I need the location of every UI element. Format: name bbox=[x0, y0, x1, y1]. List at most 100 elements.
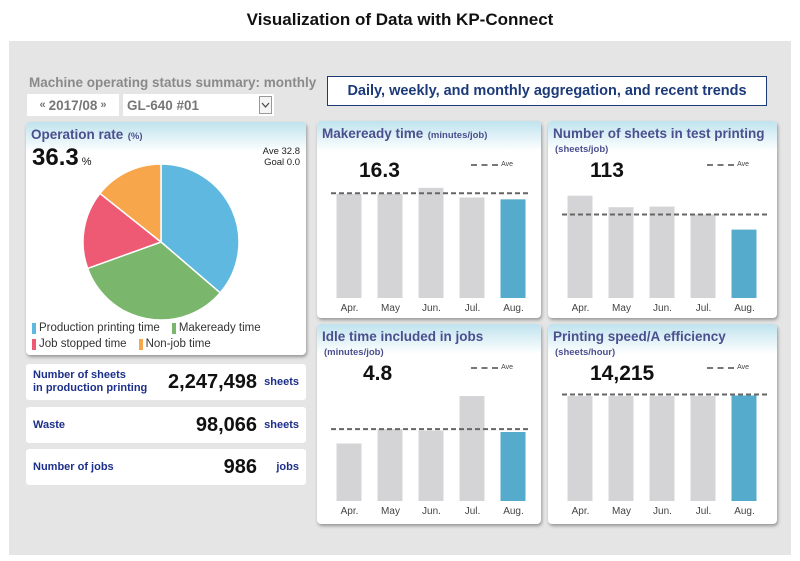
chart-unit: (minutes/job) bbox=[427, 130, 488, 141]
x-tick-label: Apr. bbox=[341, 303, 359, 314]
bar-jul bbox=[459, 396, 485, 501]
bar-aug bbox=[731, 395, 757, 501]
pie-slice-job-stopped-time bbox=[82, 192, 163, 270]
pie-legend: Production printing time Makeready time … bbox=[32, 320, 302, 352]
makeready-bar-chart: Apr. May Jun. Jul. Aug. bbox=[331, 187, 531, 314]
operation-rate-title: Operation rate bbox=[31, 127, 124, 142]
chart-title: Number of sheets in test printing bbox=[553, 126, 765, 141]
stat-unit: sheets bbox=[264, 376, 299, 388]
chevron-down-icon[interactable] bbox=[259, 96, 272, 114]
bar-may bbox=[608, 396, 634, 501]
x-tick-label: Jun. bbox=[422, 506, 441, 517]
chart-current-value: 4.8 bbox=[363, 362, 393, 385]
machine-select[interactable]: GL-640 #01 bbox=[123, 94, 274, 116]
dashed-line-icon bbox=[471, 163, 499, 166]
chart-current-value: 113 bbox=[590, 159, 624, 182]
chart-title: Makeready time bbox=[322, 126, 424, 141]
x-tick-label: Apr. bbox=[572, 506, 590, 517]
stat-card-waste: Waste 98,066 sheets bbox=[26, 407, 306, 443]
operation-rate-meta: Ave 32.8 Goal 0.0 bbox=[263, 146, 300, 168]
stat-label: Waste bbox=[33, 418, 65, 431]
trends-button[interactable]: Daily, weekly, and monthly aggregation, … bbox=[327, 76, 767, 106]
next-month-icon[interactable]: » bbox=[100, 99, 107, 111]
x-tick-label: May bbox=[612, 303, 631, 314]
stat-card-production-sheets: Number of sheets in production printing 2… bbox=[26, 364, 306, 400]
average-legend: Ave bbox=[471, 364, 513, 371]
legend-item-non-job: Non-job time bbox=[138, 338, 211, 350]
dashed-line-icon bbox=[707, 366, 735, 369]
operation-rate-average: Ave 32.8 bbox=[262, 146, 300, 157]
operation-rate-pie-chart bbox=[82, 163, 240, 321]
x-tick-label: Jun. bbox=[653, 506, 672, 517]
bar-apr bbox=[336, 443, 362, 501]
bar-apr bbox=[567, 396, 593, 501]
page-title: Visualization of Data with KP-Connect bbox=[246, 10, 554, 29]
chart-unit: (minutes/job) bbox=[324, 347, 384, 358]
bar-jul bbox=[690, 396, 716, 501]
printing-speed-card: Printing speed/A efficiency (sheets/hour… bbox=[548, 324, 777, 524]
dashed-line-icon bbox=[707, 163, 735, 166]
average-legend: Ave bbox=[471, 161, 513, 168]
stat-label: Number of sheets in production printing bbox=[33, 369, 148, 394]
stat-value: 98,066 bbox=[195, 413, 257, 436]
bar-jun bbox=[649, 206, 675, 298]
legend-item-job-stopped: Job stopped time bbox=[32, 338, 127, 350]
bar-apr bbox=[336, 193, 362, 298]
chart-current-value: 14,215 bbox=[590, 362, 655, 385]
x-tick-label: Aug. bbox=[503, 303, 524, 314]
bar-jun bbox=[418, 430, 444, 501]
bar-aug bbox=[500, 199, 526, 298]
machine-select-value: GL-640 #01 bbox=[127, 97, 200, 113]
chart-unit: (sheets/hour) bbox=[555, 347, 616, 358]
bar-jul bbox=[690, 214, 716, 298]
operation-rate-goal: Goal 0.0 bbox=[264, 157, 300, 168]
bar-aug bbox=[500, 432, 526, 501]
x-tick-label: Jul. bbox=[465, 506, 481, 517]
legend-swatch bbox=[32, 338, 36, 350]
test-printing-sheets-card: Number of sheets in test printing (sheet… bbox=[548, 121, 777, 318]
operation-rate-value: 36.3% bbox=[32, 144, 92, 171]
stat-card-jobs: Number of jobs 986 jobs bbox=[26, 449, 306, 485]
x-tick-label: May bbox=[612, 506, 631, 517]
dashed-line-icon bbox=[471, 366, 499, 369]
previous-month-icon[interactable]: « bbox=[39, 99, 46, 111]
x-tick-label: Jul. bbox=[696, 506, 712, 517]
legend-swatch bbox=[171, 322, 176, 334]
x-tick-label: Jul. bbox=[696, 303, 712, 314]
chart-unit: (sheets/job) bbox=[555, 144, 609, 155]
bar-aug bbox=[731, 229, 757, 298]
bar-jun bbox=[418, 187, 444, 298]
current-month: 2017/08 bbox=[48, 97, 98, 113]
pie-slice-makeready-time bbox=[86, 241, 222, 321]
idle-time-bar-chart: Apr. May Jun. Jul. Aug. bbox=[331, 396, 531, 517]
date-navigator: « 2017/08 » bbox=[27, 94, 119, 116]
bar-apr bbox=[567, 195, 593, 298]
chart-current-value: 16.3 bbox=[359, 159, 400, 182]
bar-may bbox=[377, 193, 403, 298]
test-printing-bar-chart: Apr. May Jun. Jul. Aug. bbox=[562, 195, 767, 314]
bar-jun bbox=[649, 396, 675, 501]
x-tick-label: Jul. bbox=[465, 303, 481, 314]
legend-swatch bbox=[32, 322, 36, 334]
pie-slice-production-printing-time bbox=[160, 163, 240, 294]
average-legend: Ave bbox=[707, 161, 749, 168]
printing-speed-bar-chart: Apr. May Jun. Jul. Aug. bbox=[562, 393, 767, 517]
legend-swatch bbox=[138, 338, 143, 350]
average-legend: Ave bbox=[707, 364, 749, 371]
legend-item-production: Production printing time bbox=[32, 322, 160, 334]
x-tick-label: Jun. bbox=[422, 303, 441, 314]
x-tick-label: May bbox=[381, 506, 400, 517]
pie-slice-non-job-time bbox=[98, 163, 162, 244]
chart-title: Idle time included in jobs bbox=[322, 329, 484, 344]
bar-jul bbox=[459, 197, 485, 298]
stat-label: Number of jobs bbox=[33, 460, 114, 473]
x-tick-label: Aug. bbox=[503, 506, 524, 517]
idle-time-card: Idle time included in jobs (minutes/job)… bbox=[317, 324, 541, 524]
x-tick-label: Jun. bbox=[653, 303, 672, 314]
stat-value: 2,247,498 bbox=[168, 370, 257, 393]
chart-title: Printing speed/A efficiency bbox=[553, 329, 726, 344]
x-tick-label: Apr. bbox=[341, 506, 359, 517]
bar-may bbox=[377, 429, 403, 501]
bar-may bbox=[608, 207, 634, 298]
x-tick-label: Aug. bbox=[734, 506, 755, 517]
